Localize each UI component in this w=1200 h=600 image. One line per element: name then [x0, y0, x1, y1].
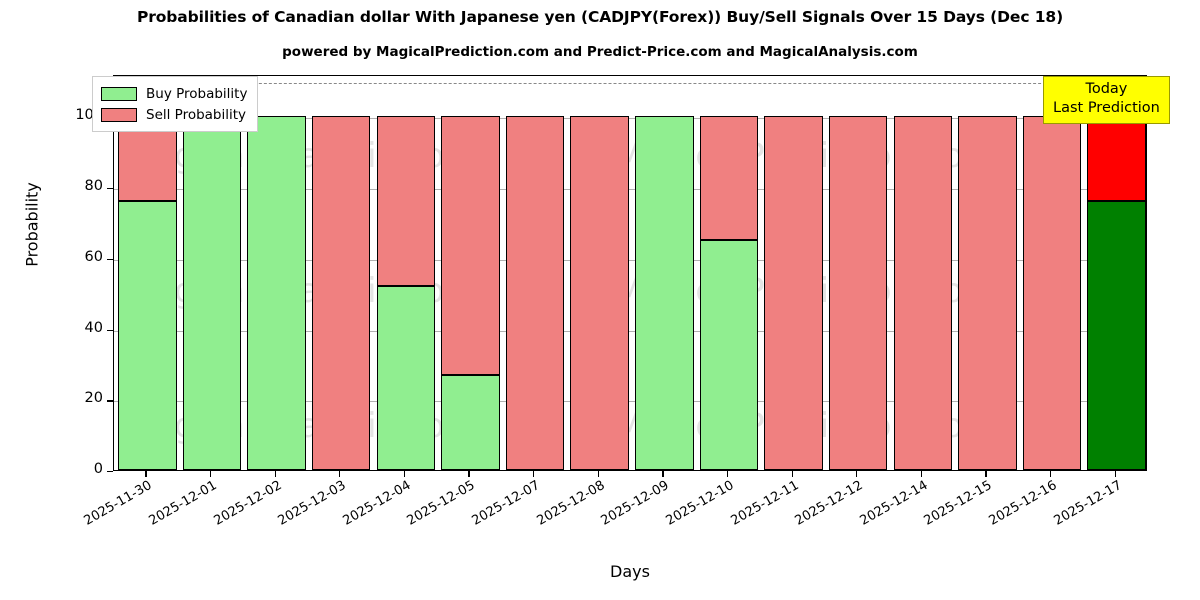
bar-segment-sell[interactable]: [764, 116, 823, 470]
chart-legend: Buy Probability Sell Probability: [92, 76, 259, 132]
legend-item-buy[interactable]: Buy Probability: [101, 83, 247, 104]
y-tick-label: 0: [93, 461, 103, 477]
bar-group[interactable]: [699, 76, 759, 470]
x-tick-mark: [468, 471, 470, 477]
bar-segment-sell[interactable]: [376, 116, 436, 287]
bar-segment-buy[interactable]: [1087, 201, 1146, 470]
bar-segment-sell[interactable]: [505, 116, 565, 470]
bar-group[interactable]: [1087, 76, 1146, 470]
bar-segment-sell[interactable]: [311, 116, 371, 470]
x-tick-mark: [1114, 471, 1116, 477]
bar-segment-buy[interactable]: [376, 286, 436, 470]
bar-segment-buy[interactable]: [441, 374, 500, 470]
x-tick-mark: [339, 471, 341, 477]
plot-area: MagicalAnalysis.comMagicalPrediction.com…: [113, 75, 1147, 471]
bar-segment-sell[interactable]: [699, 116, 759, 241]
gridline-80: [114, 189, 1146, 191]
bars-layer: [114, 76, 1146, 470]
x-tick-mark: [533, 471, 535, 477]
y-tick-label: 60: [84, 248, 103, 265]
today-annotation-line2: Last Prediction: [1053, 100, 1160, 116]
y-tick-mark: [107, 400, 113, 402]
bar-segment-sell[interactable]: [441, 116, 500, 375]
bar-segment-sell[interactable]: [1022, 116, 1082, 470]
x-tick-mark: [985, 471, 987, 477]
gridline-20: [114, 401, 1146, 403]
x-tick-mark: [274, 471, 276, 477]
bar-group[interactable]: [635, 76, 694, 470]
today-annotation-line1: Today: [1085, 81, 1128, 97]
y-tick-mark: [107, 329, 113, 331]
bar-segment-sell[interactable]: [1087, 116, 1146, 202]
x-tick-mark: [920, 471, 923, 477]
bar-group[interactable]: [441, 76, 500, 470]
bar-group[interactable]: [505, 76, 565, 470]
bar-group[interactable]: [182, 76, 242, 470]
bar-segment-buy[interactable]: [182, 116, 242, 470]
bar-group[interactable]: [376, 76, 436, 470]
gridline-100: [114, 118, 1146, 120]
y-tick-mark: [107, 258, 113, 261]
gridline-40: [114, 330, 1146, 332]
legend-swatch-buy: [101, 86, 137, 101]
x-tick-mark: [662, 471, 664, 477]
bar-segment-sell[interactable]: [958, 116, 1017, 470]
legend-label-sell: Sell Probability: [146, 106, 247, 123]
today-annotation: Today Last Prediction: [1043, 76, 1170, 124]
legend-label-buy: Buy Probability: [146, 85, 248, 102]
x-tick-mark: [403, 471, 406, 477]
bar-group[interactable]: [764, 76, 823, 470]
bar-segment-buy[interactable]: [118, 201, 177, 470]
page-title: Probabilities of Canadian dollar With Ja…: [136, 8, 1064, 26]
x-tick-mark: [1050, 471, 1052, 477]
bar-group[interactable]: [118, 76, 177, 470]
bar-group[interactable]: [828, 76, 888, 470]
y-tick-label: 40: [84, 319, 103, 336]
legend-swatch-sell: [101, 107, 137, 122]
x-tick-mark: [597, 471, 599, 477]
bar-segment-buy[interactable]: [635, 116, 694, 470]
x-axis-label: Days: [610, 562, 650, 581]
bar-group[interactable]: [958, 76, 1017, 470]
x-tick-mark: [856, 471, 858, 477]
bar-group[interactable]: [893, 76, 953, 470]
gridline-60: [114, 259, 1146, 261]
bar-segment-buy[interactable]: [247, 116, 306, 470]
legend-item-sell[interactable]: Sell Probability: [101, 104, 247, 125]
bar-group[interactable]: [1022, 76, 1082, 470]
y-tick-mark: [107, 188, 113, 190]
bar-segment-sell[interactable]: [570, 116, 629, 470]
bar-segment-sell[interactable]: [893, 116, 953, 470]
bar-group[interactable]: [247, 76, 306, 470]
bar-segment-sell[interactable]: [828, 116, 888, 470]
bar-segment-buy[interactable]: [699, 240, 759, 470]
y-tick-mark: [107, 471, 113, 473]
y-tick-label: 80: [84, 178, 103, 195]
bar-group[interactable]: [570, 76, 629, 470]
x-tick-mark: [726, 471, 729, 477]
x-tick-mark: [209, 471, 212, 477]
x-tick-mark: [145, 471, 147, 477]
bar-group[interactable]: [311, 76, 371, 470]
x-tick-mark: [791, 471, 793, 477]
chart-subtitle: powered by MagicalPrediction.com and Pre…: [282, 44, 918, 60]
y-tick-label: 20: [84, 390, 103, 407]
y-axis-label: Probability: [22, 182, 42, 267]
reference-line: [114, 83, 1146, 85]
